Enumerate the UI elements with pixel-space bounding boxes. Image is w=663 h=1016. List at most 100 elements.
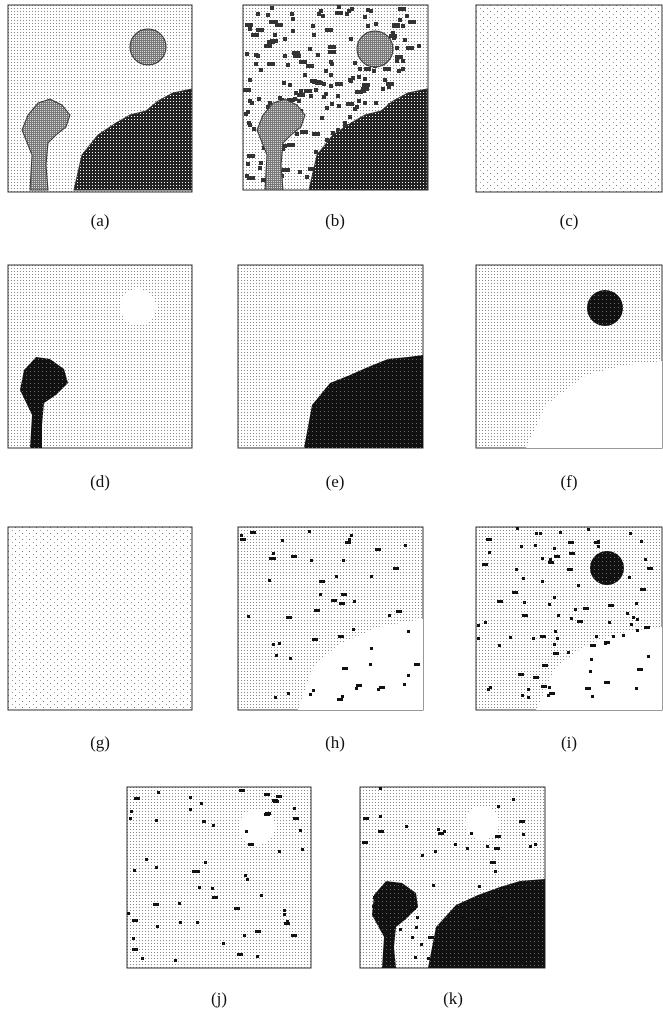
noise-pixel	[293, 817, 299, 820]
noise-pixel	[610, 577, 613, 580]
noise-pixel	[407, 674, 410, 677]
noise-pixel	[647, 567, 653, 570]
noise-pixel	[298, 170, 302, 174]
noise-pixel	[256, 54, 260, 58]
noise-pixel	[270, 39, 278, 43]
noise-pixel	[482, 563, 488, 566]
noise-pixel	[301, 848, 304, 851]
noise-pixel	[240, 534, 243, 537]
noise-pixel	[591, 695, 594, 698]
noise-pixel	[265, 812, 271, 815]
noise-pixel	[363, 817, 369, 820]
noise-pixel	[312, 132, 320, 136]
noise-pixel	[644, 558, 647, 561]
noise-pixel	[300, 130, 308, 134]
noise-pixel	[405, 825, 408, 828]
noise-pixel	[636, 629, 639, 632]
noise-pixel	[174, 959, 177, 962]
noise-pixel	[454, 843, 457, 846]
noise-pixel	[299, 829, 302, 832]
noise-pixel	[373, 896, 376, 899]
noise-pixel	[291, 934, 297, 937]
noise-pixel	[297, 99, 301, 103]
noise-pixel	[244, 874, 247, 877]
noise-pixel	[268, 579, 271, 582]
noise-pixel	[416, 916, 419, 919]
noise-pixel	[239, 789, 245, 792]
noise-pixel	[495, 835, 501, 838]
noise-pixel	[337, 698, 343, 701]
noise-pixel	[636, 618, 639, 621]
noise-pixel	[527, 913, 533, 916]
noise-pixel	[553, 643, 556, 646]
noise-pixel	[282, 168, 290, 172]
noise-pixel	[589, 670, 592, 673]
noise-pixel	[243, 934, 246, 937]
noise-pixel	[381, 87, 385, 91]
noise-pixel	[325, 28, 333, 32]
noise-pixel	[200, 802, 203, 805]
noise-pixel	[278, 642, 281, 645]
noise-pixel	[532, 637, 535, 640]
noise-pixel	[608, 621, 611, 624]
noise-pixel	[370, 575, 373, 578]
noise-pixel	[497, 805, 500, 808]
noise-pixel	[179, 921, 182, 924]
noise-pixel	[267, 62, 275, 66]
noise-pixel	[519, 820, 525, 823]
noise-pixel	[299, 89, 303, 93]
noise-pixel	[178, 902, 181, 905]
noise-pixel	[548, 686, 551, 689]
noise-pixel	[132, 948, 138, 951]
panel-h	[238, 527, 423, 710]
noise-pixel	[325, 106, 329, 110]
noise-pixel	[339, 602, 345, 605]
noise-pixel	[498, 644, 501, 647]
noise-pixel	[612, 635, 615, 638]
noise-pixel	[212, 824, 215, 827]
caption: (g)	[90, 733, 110, 752]
noise-pixel	[211, 887, 214, 890]
noise-pixel	[310, 559, 313, 562]
noise-pixel	[590, 658, 593, 661]
noise-pixel	[527, 696, 530, 699]
noise-pixel	[248, 99, 252, 103]
noise-pixel	[393, 567, 399, 570]
noise-pixel	[314, 609, 320, 612]
noise-pixel	[567, 568, 573, 571]
noise-pixel	[527, 688, 530, 691]
noise-pixel	[597, 545, 600, 548]
noise-pixel	[553, 596, 556, 599]
noise-pixel	[518, 673, 524, 676]
noise-pixel	[274, 696, 277, 699]
noise-pixel	[245, 830, 248, 833]
caption: (b)	[325, 211, 345, 230]
noise-pixel	[398, 7, 406, 11]
noise-pixel	[308, 530, 311, 533]
noise-pixel	[304, 89, 312, 93]
panel-g	[8, 527, 192, 710]
noise-pixel	[375, 548, 381, 551]
noise-pixel	[398, 18, 402, 22]
noise-pixel	[640, 540, 643, 543]
noise-pixel	[437, 828, 440, 831]
noise-pixel	[272, 799, 278, 802]
noise-pixel	[460, 915, 463, 918]
noise-pixel	[347, 9, 351, 13]
noise-pixel	[338, 635, 344, 638]
noise-pixel	[198, 886, 201, 889]
panel-b	[243, 5, 428, 190]
noise-pixel	[374, 101, 378, 105]
noise-pixel	[322, 82, 326, 86]
noise-pixel	[622, 634, 625, 637]
noise-pixel	[363, 101, 367, 105]
noise-pixel	[246, 162, 250, 166]
noise-pixel	[259, 68, 263, 72]
noise-pixel	[256, 28, 264, 32]
noise-pixel	[414, 663, 420, 666]
panel-k	[360, 787, 545, 968]
noise-pixel	[367, 67, 371, 71]
noise-pixel	[432, 884, 435, 887]
noise-pixel	[336, 94, 340, 98]
noise-pixel	[357, 75, 361, 79]
